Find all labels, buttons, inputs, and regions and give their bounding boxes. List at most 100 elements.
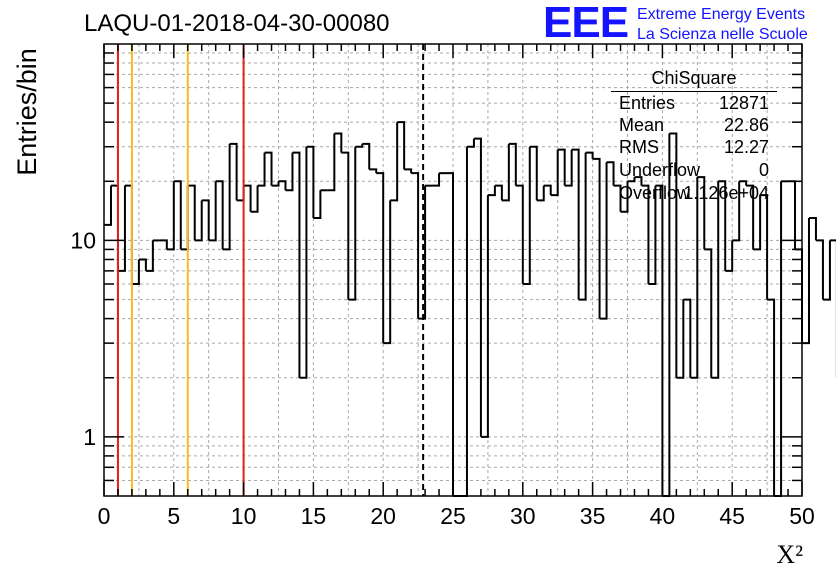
stats-row-mean: Mean 22.86 xyxy=(619,115,769,137)
histogram-bin xyxy=(341,151,350,300)
histogram-bin xyxy=(355,143,364,148)
histogram-bin xyxy=(641,184,650,285)
histogram-bin xyxy=(362,142,371,170)
histogram-bin xyxy=(795,248,803,344)
histogram-bin xyxy=(292,151,301,378)
histogram-bin xyxy=(508,142,517,186)
stats-row-underflow: Underflow 0 xyxy=(619,160,769,182)
histogram-bin xyxy=(634,176,643,186)
histogram-bin xyxy=(522,146,531,286)
histogram-bin xyxy=(718,180,727,271)
x-tick-label: 35 xyxy=(580,503,606,529)
histogram-bin xyxy=(494,184,503,201)
histogram-bin xyxy=(299,146,308,379)
histogram-bin xyxy=(418,185,427,320)
histogram-bin xyxy=(166,181,175,251)
stats-label: RMS xyxy=(619,137,659,157)
x-tick-label: 20 xyxy=(370,503,396,529)
histogram-bin xyxy=(550,149,559,197)
histogram-bin xyxy=(334,132,343,153)
histogram-bin xyxy=(397,121,406,170)
histogram-bin xyxy=(620,181,629,213)
histogram-bin xyxy=(222,143,231,251)
stats-row-entries: Entries 12871 xyxy=(619,93,769,115)
histogram-bin xyxy=(711,181,720,379)
histogram-bin xyxy=(655,184,664,496)
stats-value: 12.27 xyxy=(723,137,769,157)
histogram-bin xyxy=(599,162,608,320)
stats-row-overflow: Overflow 1.126e+04 xyxy=(619,183,769,205)
histogram-bin xyxy=(578,152,587,301)
histogram-bin xyxy=(704,248,713,378)
histogram-bin xyxy=(411,172,420,319)
histogram-bin xyxy=(278,180,287,191)
histogram-bin xyxy=(760,194,769,300)
histogram-bin xyxy=(627,177,636,183)
histogram-bin xyxy=(145,240,154,272)
histogram-bin xyxy=(571,148,580,300)
stats-box: ChiSquare Entries 12871 Mean 22.86 RMS 1… xyxy=(611,68,777,210)
histogram-bin xyxy=(669,132,678,378)
histogram-bin xyxy=(536,185,545,202)
axis-labels: Entries/bin X² xyxy=(12,48,803,569)
histogram-bin xyxy=(788,180,797,250)
histogram-bin xyxy=(369,168,378,174)
histogram-bin xyxy=(767,298,776,496)
histogram-bin xyxy=(829,239,836,378)
histogram-bin xyxy=(264,151,273,186)
histogram-bin xyxy=(557,148,566,186)
histogram-bin xyxy=(774,181,783,497)
stats-divider xyxy=(611,91,777,92)
logo-mark: EEE xyxy=(543,0,629,47)
histogram-bin xyxy=(676,299,685,379)
chart-title: LAQU-01-2018-04-30-00080 xyxy=(84,10,390,37)
histogram-bin xyxy=(383,200,392,345)
histogram-bin xyxy=(746,184,755,250)
histogram-bin xyxy=(243,184,252,212)
histogram-bin xyxy=(446,172,454,496)
stats-label: Underflow xyxy=(619,160,701,180)
x-tick-label: 40 xyxy=(650,503,676,529)
axis-ticks: 0 5 10 15 20 25 30 35 40 45 50 1 10 xyxy=(70,44,815,529)
histogram-bin xyxy=(187,184,196,241)
histogram-bin xyxy=(348,146,357,301)
histogram-bin xyxy=(327,133,336,192)
stats-title: ChiSquare xyxy=(651,68,737,88)
histogram-bin xyxy=(808,217,817,241)
logo-line-2: La Scienza nelle Scuole xyxy=(637,26,808,43)
histogram-bin xyxy=(515,184,524,285)
histogram-bin xyxy=(802,218,810,345)
histogram-bin xyxy=(306,145,315,219)
histogram-bin xyxy=(215,180,224,250)
stats-value: 22.86 xyxy=(723,115,769,135)
histogram-bin xyxy=(725,240,734,272)
histogram-bin xyxy=(473,137,482,437)
histogram-bin xyxy=(229,142,238,201)
x-tick-label: 0 xyxy=(98,503,111,529)
histogram-bin xyxy=(138,258,147,271)
histogram-bin xyxy=(159,239,168,250)
histogram-bin xyxy=(487,185,496,197)
y-tick-label: 1 xyxy=(83,424,96,450)
x-tick-label: 50 xyxy=(789,503,815,529)
logo-line-1: Extreme Energy Events xyxy=(637,6,806,23)
histogram-bin xyxy=(543,184,552,196)
histogram-bin xyxy=(432,173,441,187)
histogram-bin xyxy=(697,176,706,250)
x-tick-label: 25 xyxy=(440,503,466,529)
histogram-bin xyxy=(104,185,112,226)
histogram-bin xyxy=(131,259,140,286)
histogram-bin xyxy=(564,149,573,187)
y-tick-label: 10 xyxy=(70,227,96,253)
histogram-bin xyxy=(501,143,510,202)
histogram-bin xyxy=(404,168,413,174)
histogram-bin xyxy=(613,184,622,212)
x-tick-label: 5 xyxy=(167,503,180,529)
histogram-bin xyxy=(753,195,762,251)
histogram-bin xyxy=(180,185,189,251)
histogram-bin xyxy=(250,185,259,213)
histogram-bin xyxy=(606,161,615,186)
histogram-bin xyxy=(257,152,266,187)
stats-label: Mean xyxy=(619,115,665,135)
